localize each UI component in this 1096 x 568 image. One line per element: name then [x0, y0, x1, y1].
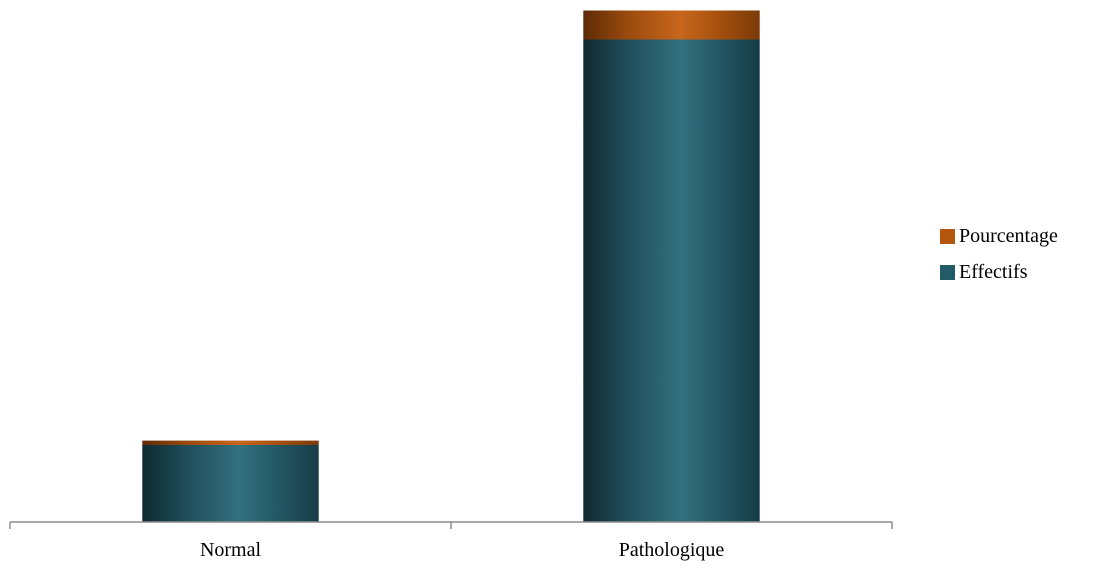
legend-label-pourcentage: Pourcentage [959, 224, 1058, 247]
legend: Pourcentage Effectifs [940, 218, 1058, 290]
legend-swatch-pourcentage [940, 228, 955, 244]
legend-label-effectifs: Effectifs [959, 260, 1028, 283]
x-tick-label-pathologique: Pathologique [619, 539, 725, 561]
bar-pourcentage-normal [142, 440, 319, 445]
x-axis-ticks [9, 522, 893, 529]
legend-item-effectifs: Effectifs [940, 254, 1058, 290]
bar-pourcentage-pathologique [583, 10, 760, 40]
bar-effectifs-normal [142, 445, 319, 522]
legend-swatch-effectifs [940, 264, 955, 280]
bars-group [142, 10, 760, 522]
x-axis-tick-labels: Normal Pathologique [200, 539, 724, 561]
bar-effectifs-pathologique [583, 39, 760, 522]
x-tick-label-normal: Normal [200, 539, 262, 561]
legend-item-pourcentage: Pourcentage [940, 218, 1058, 254]
